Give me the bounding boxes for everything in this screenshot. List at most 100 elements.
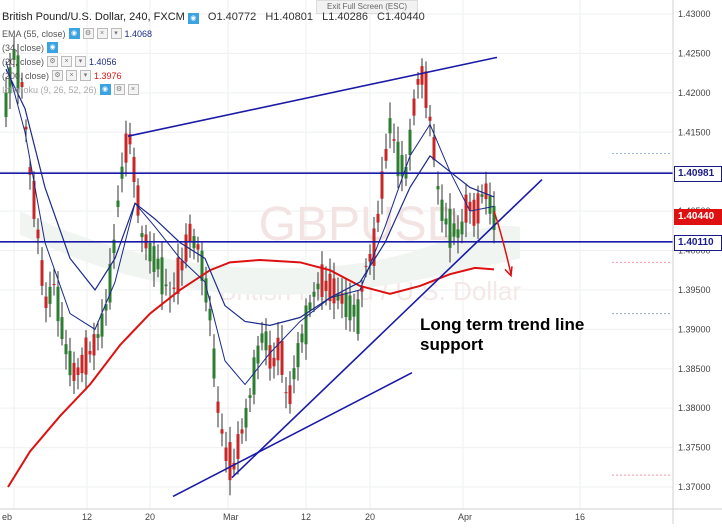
candle-body [20,82,24,88]
candle-body [448,208,452,248]
candle-body [316,283,320,290]
close-icon[interactable]: × [61,56,73,67]
close-icon[interactable]: × [96,28,108,39]
candle-body [108,263,112,303]
annotation-line-2: support [420,335,484,354]
candle-body [288,385,292,405]
exit-fullscreen-button[interactable]: Exit Full Screen (ESC) [316,0,418,14]
close-icon[interactable]: × [127,84,139,95]
candle-body [228,442,232,481]
indicator-row-ema200[interactable]: (200, close) ⚙ × ▾ 1.3976 [2,70,122,81]
high-value: H1.40801 [265,11,314,23]
candle-body [424,71,428,108]
candle-body [368,253,372,262]
candle-body [384,148,388,161]
settings-icon[interactable]: ⚙ [113,84,125,95]
candle-body [488,195,492,214]
candle-body [44,296,48,309]
candle-body [204,278,208,303]
symbol-title[interactable]: British Pound/U.S. Dollar, 240, FXCM [2,11,185,23]
indicator-row-ema55[interactable]: EMA (55, close) ◉ ⚙ × ▾ 1.4068 [2,28,152,39]
candle-body [224,447,228,462]
candle-body [164,284,168,287]
candle-body [312,291,316,297]
candle-body [400,155,404,177]
candle-body [456,229,460,238]
trend-lines[interactable] [127,56,543,498]
price-tag-lower-level: 1.40110 [674,234,722,251]
indicator-row-ichimoku[interactable]: Ichimoku (9, 26, 52, 26) ◉ ⚙ × [2,84,139,95]
candle-body [272,357,276,367]
candle-body [188,223,192,243]
low-value: L1.40286 [322,11,368,23]
candle-body [416,78,420,85]
forecast-arrow[interactable] [493,210,513,278]
candle-body [256,345,260,364]
candle-body [240,429,244,434]
candle-body [304,305,308,345]
candle-body [124,133,128,163]
price-tick-label: 1.39500 [678,285,711,295]
lower-channel-line [172,371,413,498]
candle-body [16,55,20,89]
candle-body [464,194,468,223]
settings-icon[interactable]: ⚙ [52,70,64,81]
indicator-row-ema20[interactable]: (20, close) ⚙ × ▾ 1.4056 [2,56,117,67]
candle-body [392,139,396,141]
indicator-value: 1.4056 [89,56,117,67]
candle-body [180,260,184,271]
candle-body [436,186,440,190]
candle-body [356,299,360,334]
candle-body [56,286,60,322]
candle-body [76,367,80,376]
price-tag-last-price: 1.40440 [674,208,722,225]
candle-body [148,242,152,262]
eye-icon[interactable]: ◉ [68,28,80,39]
ema-200-line [7,258,495,488]
more-icon[interactable]: ▾ [75,56,87,67]
indicator-row-ema34[interactable]: (34, close) ◉ [2,42,59,53]
candle-body [132,156,136,182]
candle-body [260,333,264,343]
candle-body [232,462,236,470]
settings-icon[interactable]: ⚙ [82,28,94,39]
candle-body [476,193,480,224]
candle-body [64,344,68,355]
long-term-trend-line [231,178,543,479]
candle-body [88,350,92,355]
more-icon[interactable]: ▾ [80,70,92,81]
candle-body [268,345,272,369]
horizontal-levels[interactable] [0,172,673,243]
indicator-value: 1.3976 [94,70,122,81]
candle-body [236,434,240,459]
time-tick-label: 12 [82,512,92,522]
ema-20-line [5,61,495,386]
indicator-label: EMA (55, close) [2,28,66,39]
time-axis[interactable]: eb 12 20 Mar 12 20 Apr 16 [2,512,585,522]
candle-body [96,334,100,338]
candle-body [292,368,296,380]
eye-icon[interactable]: ◉ [47,42,59,53]
candle-body [216,401,220,413]
candle-body [280,340,284,375]
candle-body [176,257,180,294]
time-tick-label: 20 [145,512,155,522]
candle-body [248,395,252,398]
price-tick-label: 1.43000 [678,9,711,19]
candle-body [472,199,476,226]
more-icon[interactable]: ▾ [110,28,122,39]
eye-icon[interactable]: ◉ [187,13,199,24]
candle-body [212,348,216,379]
settings-icon[interactable]: ⚙ [47,56,59,67]
eye-icon[interactable]: ◉ [99,84,111,95]
cloud-area [20,211,520,296]
time-tick-label: Apr [458,512,472,522]
candle-body [52,284,56,286]
close-icon[interactable]: × [66,70,78,81]
candle-body [328,273,332,302]
candle-body [372,228,376,266]
candle-body [432,137,436,161]
candle-body [24,126,28,130]
